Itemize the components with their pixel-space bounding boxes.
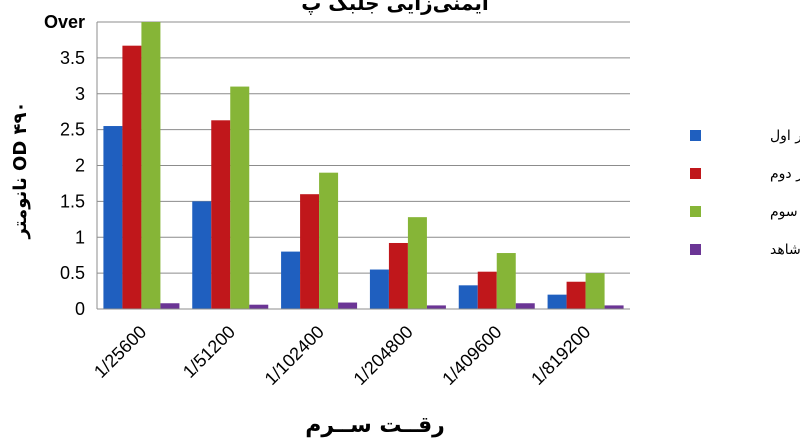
bar	[458, 285, 478, 309]
y-axis-title: OD ۴۹۰ نانومتر	[10, 102, 31, 240]
bar	[319, 172, 339, 309]
y-tick-label: 0	[75, 299, 85, 319]
y-tick-label: 1	[75, 227, 85, 247]
legend-swatch	[690, 168, 701, 179]
bar	[388, 242, 408, 309]
y-tick-label: 3.5	[60, 48, 85, 68]
y-tick-label: 2	[75, 156, 85, 176]
chart-title: ایمنی‌زایی جلبک پ	[301, 0, 489, 15]
legend: یادآور اول یادآور دوم یادآور سوم شاهد	[690, 127, 800, 258]
legend-swatch	[690, 206, 701, 217]
bar	[281, 251, 301, 309]
bar	[477, 271, 497, 309]
legend-swatch	[690, 244, 701, 255]
bar	[160, 303, 180, 309]
bar	[338, 302, 358, 309]
axes	[96, 22, 630, 310]
bar	[249, 304, 269, 309]
bar	[300, 194, 320, 309]
bar	[426, 305, 446, 309]
bar	[496, 253, 516, 309]
legend-label: یادآور دوم	[770, 165, 800, 182]
bar	[407, 217, 427, 309]
bar	[604, 305, 624, 309]
y-tick-labels: Over 3.5 3 2.5 2 1.5 1 0.5 0	[44, 12, 85, 319]
y-tick-label: 0.5	[60, 263, 85, 283]
bar	[122, 45, 142, 310]
y-tick-label: 1.5	[60, 191, 85, 211]
x-axis-title: رقــت ســرم	[305, 413, 445, 438]
y-tick-label: 3	[75, 84, 85, 104]
bar	[547, 294, 567, 309]
y-tick-label: 2.5	[60, 120, 85, 140]
y-tick-label: Over	[44, 12, 85, 32]
bar	[141, 22, 161, 309]
bars	[103, 22, 624, 310]
legend-swatch	[690, 130, 701, 141]
bar	[585, 273, 605, 309]
bar	[192, 201, 212, 309]
bar	[103, 126, 123, 309]
bar	[211, 120, 231, 309]
bar	[230, 86, 250, 309]
legend-label: یادآور سوم	[770, 203, 800, 220]
bar	[566, 281, 586, 309]
bar	[369, 269, 389, 309]
bar	[515, 303, 535, 309]
legend-label: شاهد	[770, 242, 800, 258]
legend-label: یادآور اول	[770, 127, 800, 144]
